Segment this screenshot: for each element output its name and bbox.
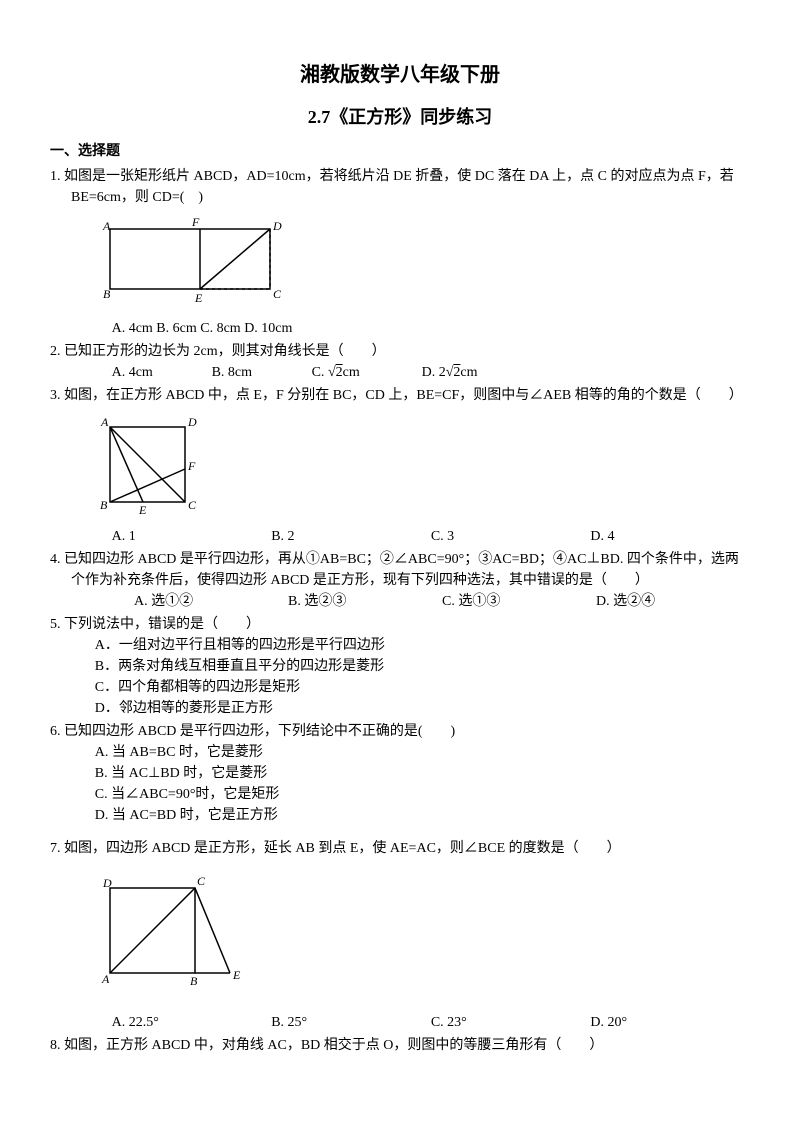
q1-figure: A F D B E C [95, 214, 750, 316]
q2-options: A. 4cm B. 8cm C. √2cm D. 2√2cm [50, 362, 750, 383]
q7-opt-b: B. 25° [271, 1012, 431, 1033]
svg-text:D: D [102, 876, 112, 890]
q1-options: A. 4cm B. 6cm C. 8cm D. 10cm [50, 318, 750, 339]
q2-opt-c: C. √2cm [312, 362, 402, 383]
q7-figure: D C A B E [95, 873, 750, 1000]
svg-text:B: B [100, 498, 108, 512]
q3-text: 3. 如图，在正方形 ABCD 中，点 E，F 分别在 BC，CD 上，BE=C… [50, 385, 750, 406]
question-1: 1. 如图是一张矩形纸片 ABCD，AD=10cm，若将纸片沿 DE 折叠，使 … [50, 166, 750, 339]
q3-options: A. 1 B. 2 C. 3 D. 4 [50, 526, 750, 547]
q3-figure: A D F B E C [95, 412, 750, 524]
q2-opt-b: B. 8cm [212, 362, 292, 383]
q4-opt-b: B. 选②③ [288, 591, 442, 612]
svg-text:C: C [188, 498, 197, 512]
svg-text:C: C [197, 874, 206, 888]
question-5: 5. 下列说法中，错误的是（ ） A．一组对边平行且相等的四边形是平行四边形 B… [50, 614, 750, 719]
svg-text:A: A [100, 415, 109, 429]
q1-text: 1. 如图是一张矩形纸片 ABCD，AD=10cm，若将纸片沿 DE 折叠，使 … [50, 166, 750, 208]
question-2: 2. 已知正方形的边长为 2cm，则其对角线长是（ ） A. 4cm B. 8c… [50, 341, 750, 383]
svg-text:A: A [101, 972, 110, 986]
question-6: 6. 已知四边形 ABCD 是平行四边形，下列结论中不正确的是( ) A. 当 … [50, 721, 750, 826]
q6-text: 6. 已知四边形 ABCD 是平行四边形，下列结论中不正确的是( ) [50, 721, 750, 742]
main-title: 湘教版数学八年级下册 [50, 60, 750, 90]
svg-text:E: E [232, 968, 241, 982]
svg-text:F: F [187, 459, 196, 473]
q4-opt-c: C. 选①③ [442, 591, 596, 612]
q6-opt-b: B. 当 AC⊥BD 时，它是菱形 [50, 763, 750, 784]
question-7: 7. 如图，四边形 ABCD 是正方形，延长 AB 到点 E，使 AE=AC，则… [50, 838, 750, 1033]
q6-opt-d: D. 当 AC=BD 时，它是正方形 [50, 805, 750, 826]
question-3: 3. 如图，在正方形 ABCD 中，点 E，F 分别在 BC，CD 上，BE=C… [50, 385, 750, 547]
question-8: 8. 如图，正方形 ABCD 中，对角线 AC，BD 相交于点 O，则图中的等腰… [50, 1035, 750, 1056]
q4-opt-d: D. 选②④ [596, 591, 750, 612]
q7-text: 7. 如图，四边形 ABCD 是正方形，延长 AB 到点 E，使 AE=AC，则… [50, 838, 750, 859]
svg-text:A: A [102, 219, 111, 233]
svg-text:E: E [138, 503, 147, 517]
q3-opt-a: A. 1 [112, 526, 272, 547]
sub-title: 2.7《正方形》同步练习 [50, 104, 750, 131]
q5-opt-d: D．邻边相等的菱形是正方形 [50, 698, 750, 719]
svg-text:F: F [191, 215, 200, 229]
section-heading: 一、选择题 [50, 141, 750, 162]
q3-opt-b: B. 2 [271, 526, 431, 547]
q6-opt-c: C. 当∠ABC=90°时，它是矩形 [50, 784, 750, 805]
q3-opt-c: C. 3 [431, 526, 591, 547]
svg-text:E: E [194, 291, 203, 305]
q5-text: 5. 下列说法中，错误的是（ ） [50, 614, 750, 635]
q6-opt-a: A. 当 AB=BC 时，它是菱形 [50, 742, 750, 763]
svg-text:B: B [103, 287, 111, 301]
q7-opt-c: C. 23° [431, 1012, 591, 1033]
q4-text: 4. 已知四边形 ABCD 是平行四边形，再从①AB=BC；②∠ABC=90°；… [50, 549, 750, 591]
svg-text:C: C [273, 287, 282, 301]
q7-opt-a: A. 22.5° [112, 1012, 272, 1033]
svg-text:D: D [272, 219, 282, 233]
q7-opt-d: D. 20° [590, 1012, 750, 1033]
q2-opt-d: D. 2√2cm [422, 362, 542, 383]
q5-opt-a: A．一组对边平行且相等的四边形是平行四边形 [50, 635, 750, 656]
q7-options: A. 22.5° B. 25° C. 23° D. 20° [50, 1012, 750, 1033]
svg-text:D: D [187, 415, 197, 429]
svg-text:B: B [190, 974, 198, 988]
question-4: 4. 已知四边形 ABCD 是平行四边形，再从①AB=BC；②∠ABC=90°；… [50, 549, 750, 612]
q3-opt-d: D. 4 [590, 526, 750, 547]
q4-options: A. 选①② B. 选②③ C. 选①③ D. 选②④ [50, 591, 750, 612]
q5-opt-c: C．四个角都相等的四边形是矩形 [50, 677, 750, 698]
q2-text: 2. 已知正方形的边长为 2cm，则其对角线长是（ ） [50, 341, 750, 362]
q4-opt-a: A. 选①② [134, 591, 288, 612]
q8-text: 8. 如图，正方形 ABCD 中，对角线 AC，BD 相交于点 O，则图中的等腰… [50, 1035, 750, 1056]
q2-opt-a: A. 4cm [112, 362, 192, 383]
q5-opt-b: B．两条对角线互相垂直且平分的四边形是菱形 [50, 656, 750, 677]
